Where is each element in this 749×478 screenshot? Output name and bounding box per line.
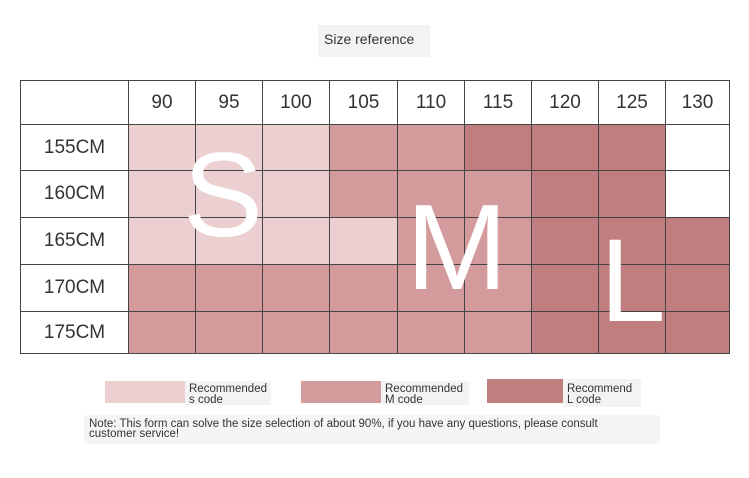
size-cell-w [666,171,730,218]
size-cell-l [532,265,599,312]
size-cell-l [532,125,599,171]
column-header: 120 [532,81,599,125]
column-header: 95 [196,81,263,125]
size-cell-m [398,312,465,354]
legend-m-line2: M code [385,394,423,406]
size-cell-l [599,171,666,218]
legend-s: Recommended s code [105,381,271,406]
legend-s-line2: s code [189,394,223,406]
row-header: 155CM [21,125,129,171]
size-cell-s [196,218,263,265]
size-cell-m [263,265,330,312]
size-table: 90 95 100 105 110 115 120 125 130 155CM 160CM 165CM… [20,80,730,354]
size-cell-m [465,171,532,218]
size-cell-w [666,125,730,171]
size-cell-s [129,218,196,265]
size-cell-s [263,218,330,265]
legend-l-text: Recommend L code [563,379,641,407]
size-cell-m [398,265,465,312]
size-cell-l [599,218,666,265]
legend-m-line1: Recommended [385,383,463,395]
size-cell-m [129,265,196,312]
size-cell-l [666,312,730,354]
size-cell-s [196,125,263,171]
legend-l: Recommend L code [487,379,641,407]
legend-m-swatch [301,381,381,403]
size-cell-m [330,265,398,312]
size-cell-l [532,312,599,354]
note: Note: This form can solve the size selec… [84,415,660,444]
size-cell-l [532,171,599,218]
row-header: 170CM [21,265,129,312]
size-cell-l [666,265,730,312]
legend-s-line1: Recommended [189,383,267,395]
size-cell-s [129,171,196,218]
size-cell-m [330,312,398,354]
legend-l-swatch [487,379,563,403]
size-cell-m [465,265,532,312]
column-header: 100 [263,81,330,125]
size-cell-s [129,125,196,171]
column-header: 115 [465,81,532,125]
size-cell-m [129,312,196,354]
size-cell-l [465,125,532,171]
legend-m: Recommended M code [301,381,469,406]
note-line1: Note: This form can solve the size selec… [89,418,598,430]
legend-s-swatch [105,381,185,403]
size-cell-m [465,218,532,265]
column-header: 130 [666,81,730,125]
size-cell-l [599,312,666,354]
size-cell-s [263,171,330,218]
size-cell-m [330,125,398,171]
size-cell-m [196,265,263,312]
size-cell-l [599,125,666,171]
size-cell-s [330,218,398,265]
size-cell-s [196,171,263,218]
size-cell-m [263,312,330,354]
table-corner [21,81,129,125]
column-header: 125 [599,81,666,125]
size-cell-m [196,312,263,354]
size-cell-l [532,218,599,265]
size-cell-m [330,171,398,218]
row-header: 160CM [21,171,129,218]
size-cell-l [599,265,666,312]
note-line2: customer service! [89,428,180,440]
legend-s-text: Recommended s code [185,381,271,406]
legend-l-line1: Recommend [567,383,633,395]
size-cell-m [398,218,465,265]
column-header: 110 [398,81,465,125]
legend-m-text: Recommended M code [381,381,469,406]
size-cell-l [666,218,730,265]
legend-l-line2: L code [567,394,602,406]
chart-title: Size reference [318,25,430,57]
size-cell-m [398,171,465,218]
column-header: 90 [129,81,196,125]
size-cell-s [263,125,330,171]
row-header: 165CM [21,218,129,265]
column-header: 105 [330,81,398,125]
size-cell-m [465,312,532,354]
row-header: 175CM [21,312,129,354]
size-cell-m [398,125,465,171]
